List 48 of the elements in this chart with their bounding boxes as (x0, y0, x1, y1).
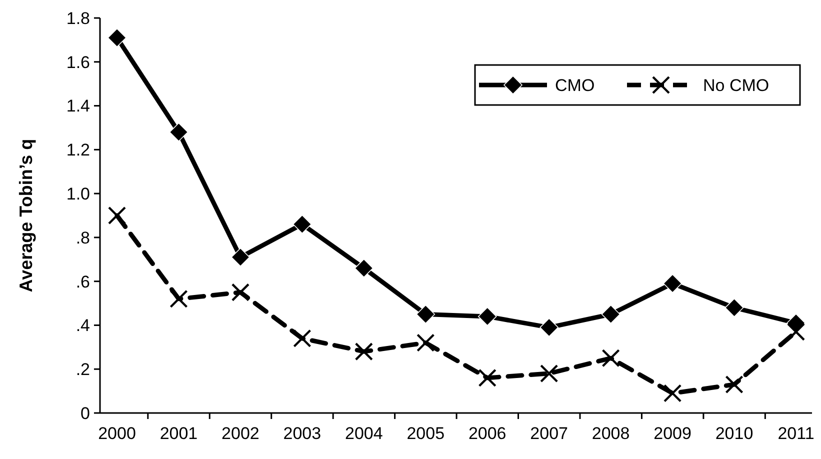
point (354, 342, 374, 361)
y-tick-label: 1.0 (66, 184, 90, 204)
x-tick-label: 2009 (654, 424, 692, 443)
y-tick-label: 1.8 (66, 8, 90, 28)
legend-label: No CMO (703, 76, 770, 95)
point (293, 329, 312, 348)
point (478, 307, 497, 326)
point (231, 248, 250, 267)
point (354, 258, 374, 278)
point (231, 283, 250, 302)
x-tick-label: 2002 (222, 424, 260, 443)
x-tick-label: 2000 (98, 424, 136, 443)
x-tick-label: 2005 (406, 424, 445, 443)
x-tick-label: 2004 (344, 424, 383, 443)
point (601, 304, 620, 324)
x-tick-label: 2007 (530, 424, 568, 443)
point (170, 290, 188, 308)
y-tick-label: .4 (76, 316, 90, 336)
point (540, 364, 558, 383)
point (786, 322, 806, 341)
x-tick-label: 2008 (592, 424, 630, 443)
point (663, 274, 682, 293)
y-tick-label: 1.6 (66, 52, 90, 72)
y-tick-label: 1.4 (66, 96, 90, 116)
y-tick-label: 1.2 (66, 140, 90, 160)
x-tick-label: 2003 (283, 424, 322, 443)
y-tick-label: .6 (76, 272, 90, 292)
y-tick-label: .8 (76, 228, 90, 248)
x-tick-label: 2001 (160, 424, 198, 443)
legend-label: CMO (555, 76, 595, 95)
point (292, 214, 312, 234)
point (416, 304, 436, 324)
y-tick-label: .2 (76, 360, 90, 380)
x-tick-label: 2010 (715, 424, 754, 443)
point (478, 368, 496, 387)
point (169, 122, 188, 142)
point (725, 375, 744, 394)
point (416, 334, 435, 352)
point (663, 384, 682, 402)
x-tick-label: 2006 (468, 424, 506, 443)
y-tick-label: 0 (80, 404, 90, 423)
y-axis-title: Average Tobin’s q (16, 138, 36, 292)
point (108, 28, 126, 48)
point (724, 298, 744, 318)
point (540, 318, 558, 337)
x-tick-label: 2011 (778, 424, 814, 443)
point (108, 206, 126, 225)
point (602, 349, 620, 368)
